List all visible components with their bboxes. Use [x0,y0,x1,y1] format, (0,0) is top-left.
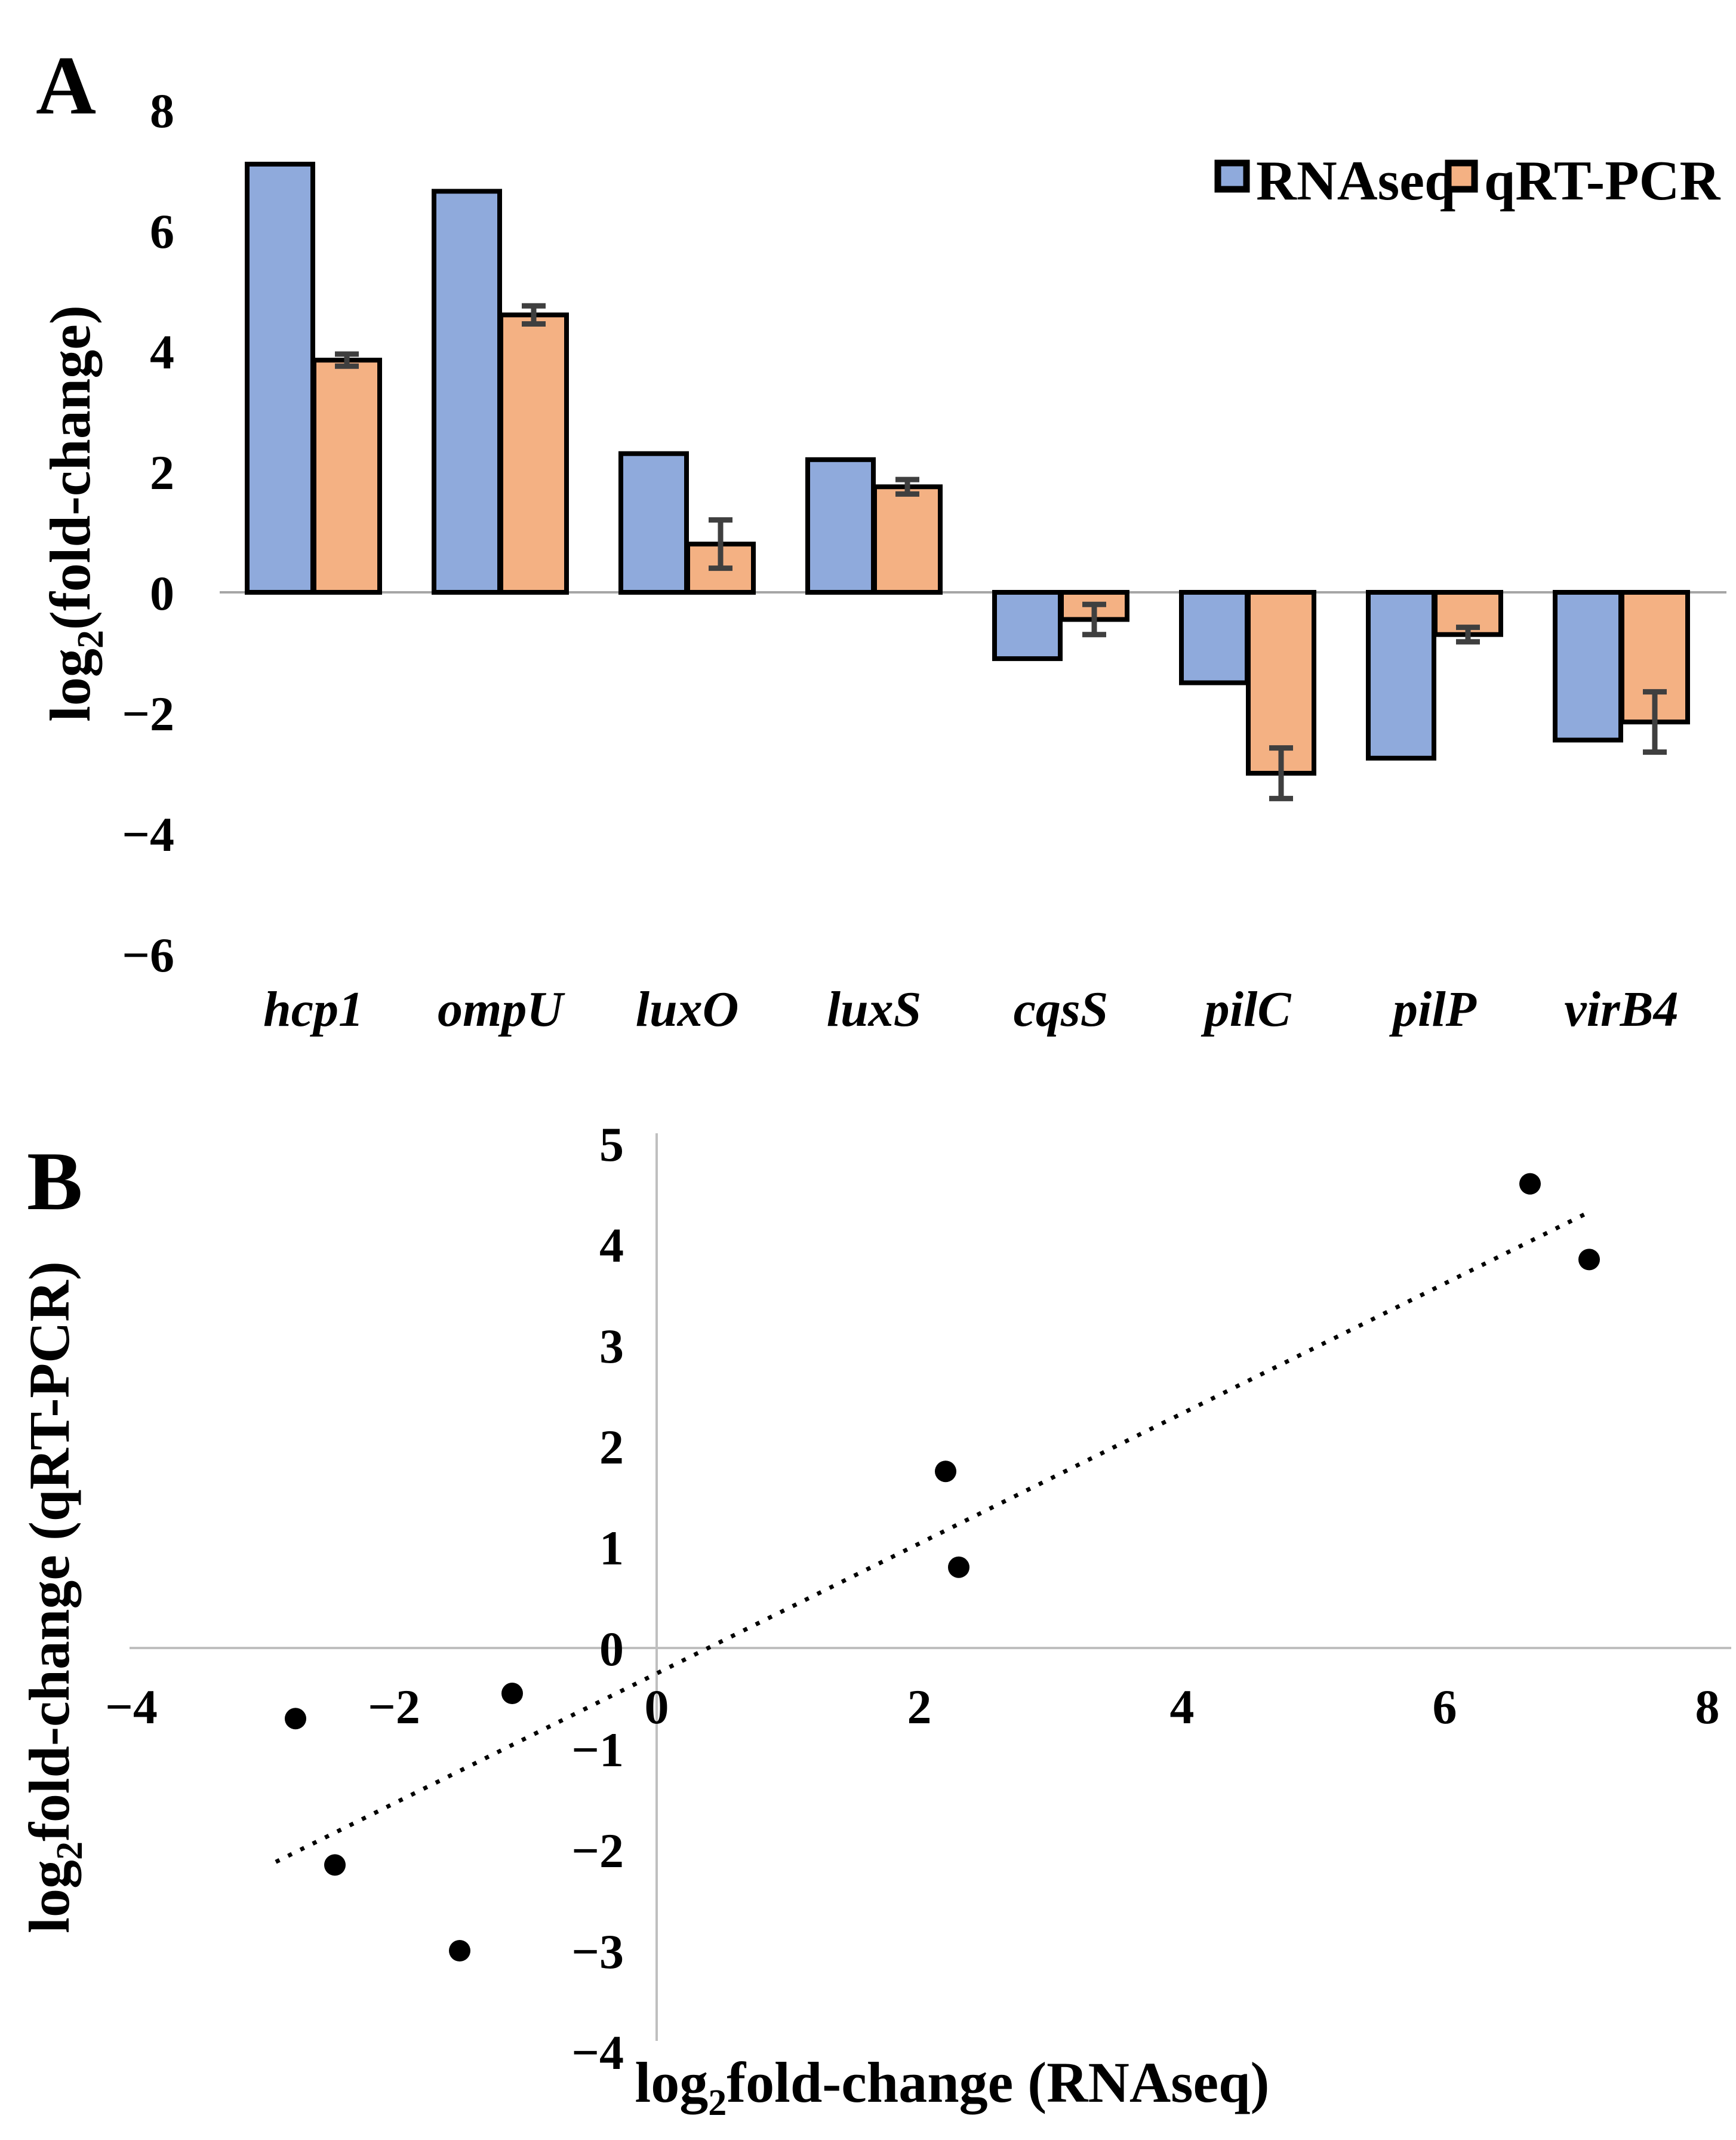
panel-b-y-axis-title: log2fold-change (qRT-PCR) [17,1261,90,1933]
bar-ompU-rnaseq [432,189,502,595]
category-label-luxS: luxS [827,982,922,1037]
data-point-0 [1578,1249,1600,1271]
data-point-5 [449,1940,470,1961]
data-point-1 [1519,1173,1541,1195]
data-point-6 [285,1708,306,1730]
y-title-subscript: 2 [50,1841,90,1860]
bar-pilC-rnaseq [1179,590,1249,685]
data-point-3 [935,1461,956,1483]
y-title-rest: (fold-change) [38,305,102,630]
data-point-4 [501,1683,523,1705]
bar-virB4-rnaseq [1553,590,1623,743]
data-point-7 [324,1854,346,1876]
panel-a-y-tick-6: 6 [150,204,174,259]
panel-a-y-tick-8: 8 [150,84,174,138]
legend: RNAseq qRT-PCR [1214,150,1721,212]
bar-hcp1-rnaseq [245,161,315,595]
bar-pilP-rnaseq [1366,590,1436,761]
category-label-luxO: luxO [636,982,739,1037]
panel-b-x-tick-4: 4 [1170,1680,1195,1734]
bar-luxO-rnaseq [618,451,689,595]
panel-a-y-tick--2: −2 [122,687,174,741]
panel-b-x-tick--2: −2 [368,1680,420,1734]
error-bar-luxS [895,476,919,497]
panel-b-label: B [27,1135,82,1228]
scatter-chart: 5 4 3 2 1 0 −1 −2 −3 −4 −4 −2 0 2 4 6 8 [105,1117,1731,2080]
panel-b-y-tick--2: −2 [571,1824,624,1878]
panel-a-y-tick-2: 2 [150,445,174,500]
error-bar-pilP [1456,625,1480,645]
legend-label-qrtpcr: qRT-PCR [1484,150,1721,212]
data-point-2 [948,1556,969,1578]
bar-luxS-qrt-pcr [872,484,943,595]
legend-swatch-qrtpcr-icon [1445,159,1478,193]
error-bar-pilC [1269,745,1293,801]
panel-b-x-axis-title: log2fold-change (RNAseq) [635,2050,1270,2123]
category-label-pilP: pilP [1389,982,1477,1037]
category-label-ompU: ompU [438,982,565,1037]
bar-ompU-qrt-pcr [498,312,569,595]
panel-b-y-tick-0: 0 [599,1622,624,1676]
error-bar-virB4 [1643,689,1667,755]
bar-luxS-rnaseq [805,457,876,595]
bar-chart: 8 6 4 2 0 −2 −4 −6 hcp1 ompU luxO luxS cqsS pilC pilP v… [122,84,1726,1037]
panel-a-y-tick--6: −6 [122,928,174,982]
panel-b-x-tick-0: 0 [645,1680,669,1734]
category-label-cqsS: cqsS [1014,982,1109,1037]
panel-b-y-tick-1: 1 [599,1521,624,1575]
trendline [275,1210,1590,1864]
panel-b-x-tick-2: 2 [907,1680,932,1734]
panel-a-y-tick-0: 0 [150,566,174,620]
category-label-hcp1: hcp1 [263,982,364,1037]
category-label-virB4: virB4 [1564,982,1678,1037]
error-bar-hcp1 [335,351,359,369]
panel-b-x-tick-6: 6 [1433,1680,1457,1734]
bar-hcp1-qrt-pcr [312,358,382,595]
panel-b-x-tick-8: 8 [1695,1680,1720,1734]
panel-a-y-tick-4: 4 [150,325,174,379]
legend-label-rnaseq: RNAseq [1256,150,1455,212]
x-title-log: log [635,2050,709,2114]
y-title-rest: fold-change (qRT-PCR) [17,1261,81,1841]
bar-cqsS-rnaseq [992,590,1063,662]
panel-a-label: A [36,39,96,132]
panel-b-y-tick-5: 5 [599,1117,624,1172]
category-label-pilC: pilC [1201,982,1292,1037]
panel-a-y-tick--4: −4 [122,807,174,862]
panel-a-y-axis-title: log2(fold-change) [38,305,111,722]
y-title-subscript: 2 [70,630,111,648]
panel-b-y-tick--3: −3 [571,1924,624,1979]
panel-b-x-tick--4: −4 [105,1680,158,1734]
error-bar-luxO [709,517,732,571]
x-title-rest: fold-change (RNAseq) [727,2050,1269,2114]
panel-b-y-tick-3: 3 [599,1319,624,1373]
panel-b-y-tick--1: −1 [571,1723,624,1777]
y-title-log: log [17,1860,81,1933]
panel-b-y-tick-4: 4 [599,1218,624,1272]
x-title-subscript: 2 [708,2083,727,2123]
y-title-log: log [38,648,102,722]
error-bar-ompU [522,303,546,327]
legend-swatch-rnaseq-icon [1214,159,1250,193]
panel-b-y-tick-2: 2 [599,1420,624,1474]
panel-b-y-tick--4: −4 [571,2025,624,2080]
error-bar-cqsS [1082,601,1106,638]
